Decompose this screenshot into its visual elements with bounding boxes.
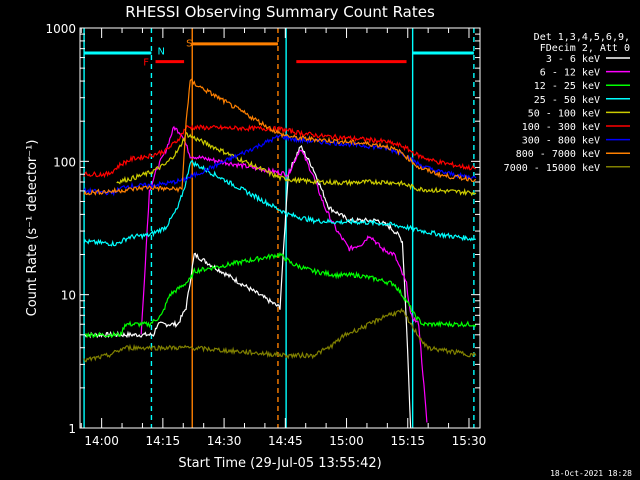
y-axis-label: Count Rate (s⁻¹ detector⁻¹) <box>25 140 40 317</box>
series-line-1 <box>140 125 428 423</box>
legend-label: 25 - 50 keV <box>534 95 600 106</box>
series-line-8 <box>83 307 477 363</box>
flag-marker-1: F <box>143 58 149 69</box>
plot-frame <box>79 27 481 429</box>
series-line-6 <box>83 133 477 197</box>
legend-label: 50 - 100 keV <box>528 108 600 119</box>
footer-timestamp: 18-Oct-2021 18:28 <box>550 469 632 478</box>
legend-header-line: Det 1,3,4,5,6,9, <box>534 32 630 43</box>
x-tick-label: 14:15 <box>146 434 181 448</box>
legend: Det 1,3,4,5,6,9,FDecim 2, Att 03 - 6 keV… <box>504 32 630 174</box>
legend-label: 7000 - 15000 keV <box>504 163 600 174</box>
series-line-4 <box>116 131 477 197</box>
x-tick-label: 15:15 <box>390 434 425 448</box>
axis-layer: 1 10 100 1000 14:00 14:15 14:30 14:45 15:00 15:15… <box>45 22 486 448</box>
y-tick-label: 1 <box>68 422 76 436</box>
flag-marker-2: S <box>186 38 192 49</box>
x-axis-label: Start Time (29-Jul-05 13:55:42) <box>178 456 381 471</box>
series-line-3 <box>83 159 476 247</box>
legend-label: 6 - 12 keV <box>540 68 600 79</box>
x-tick-label: 15:00 <box>329 434 364 448</box>
series-line-2 <box>83 251 477 339</box>
chart-title: RHESSI Observing Summary Count Rates <box>125 3 435 21</box>
legend-label: 800 - 7000 keV <box>516 149 600 160</box>
legend-label: 100 - 300 keV <box>522 122 600 133</box>
legend-label: 12 - 25 keV <box>534 81 600 92</box>
legend-header-line: FDecim 2, Att 0 <box>540 43 630 54</box>
y-tick-label: 1000 <box>45 22 76 36</box>
legend-label: 300 - 800 keV <box>522 136 600 147</box>
legend-label: 3 - 6 keV <box>546 54 600 65</box>
x-tick-label: 15:30 <box>452 434 487 448</box>
flag-marker-0: N <box>158 46 165 57</box>
x-tick-label: 14:00 <box>84 434 119 448</box>
series-line-7 <box>83 78 477 196</box>
x-tick-label: 14:45 <box>268 434 303 448</box>
series-line-5 <box>83 124 476 179</box>
y-tick-label: 100 <box>53 155 76 169</box>
x-tick-label: 14:30 <box>207 434 242 448</box>
annotation-layer: NF S <box>83 28 475 428</box>
series-layer <box>83 78 477 429</box>
y-tick-label: 10 <box>61 289 76 303</box>
